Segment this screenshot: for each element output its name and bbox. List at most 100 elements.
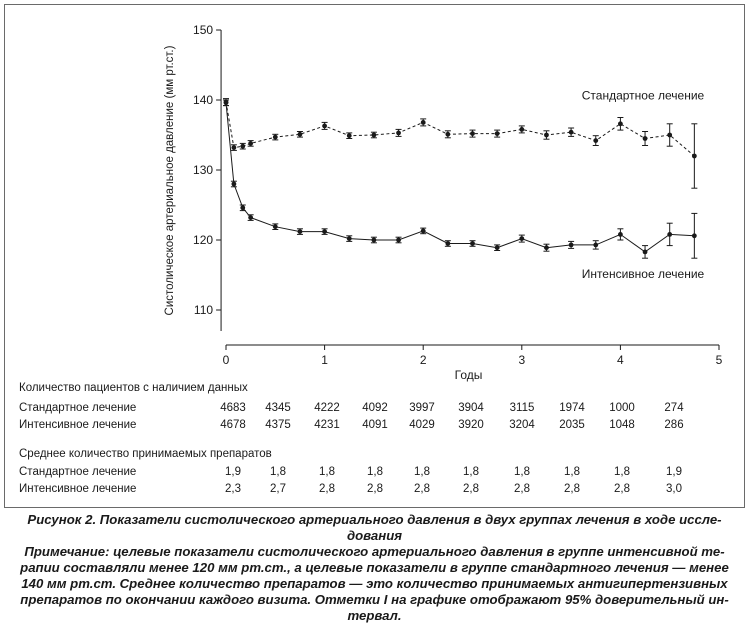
table-cell: 1,8 [319, 466, 335, 478]
x-tick-label: 5 [716, 353, 723, 367]
table-cell: 4683 [220, 402, 246, 414]
y-axis-label: Систолическое артериальное давление (мм … [164, 45, 176, 315]
table-cell: 3997 [409, 402, 435, 414]
y-tick-label: 120 [193, 233, 213, 247]
data-point [568, 129, 574, 135]
table-cell: 3204 [509, 419, 535, 431]
table-cell: 2,3 [225, 483, 241, 495]
data-point [618, 232, 623, 237]
table-cell: 1,8 [270, 466, 286, 478]
data-point [494, 245, 500, 251]
table-cell: 4091 [362, 419, 388, 431]
data-point [346, 133, 352, 139]
series-line-standard [225, 102, 695, 157]
table-cell: 286 [664, 419, 684, 431]
table-cell: 274 [664, 402, 684, 414]
bp-line-chart: 110 120 130 140 150 0 1 2 3 4 5 Годы Систолическое а… [164, 23, 723, 382]
table-cell: 1,8 [463, 466, 479, 478]
data-point [371, 237, 377, 243]
table-cell: 1,9 [225, 466, 241, 478]
data-point [322, 123, 327, 129]
y-tick-label: 140 [193, 93, 213, 107]
data-point [420, 120, 426, 125]
data-point [519, 236, 525, 242]
data-point [691, 153, 697, 159]
data-point [322, 229, 327, 235]
patients-row-standard-label: Стандартное лечение [19, 402, 137, 414]
data-point [272, 224, 278, 230]
data-point [248, 141, 254, 146]
table-cell: 1,9 [666, 466, 682, 478]
table-cell: 1,8 [367, 466, 383, 478]
data-point [231, 145, 237, 151]
table-cell: 4678 [220, 419, 246, 431]
table-cell: 2,7 [270, 483, 286, 495]
table-cell: 3920 [458, 419, 484, 431]
patients-header: Количество пациентов с наличием данных [19, 382, 248, 394]
x-tick-label: 1 [321, 353, 328, 367]
table-cell: 2,8 [463, 483, 479, 495]
data-point [667, 232, 673, 237]
table-cell: 1,8 [514, 466, 530, 478]
x-tick-label: 4 [617, 353, 624, 367]
figure-caption: Рисунок 2. Показатели систолического арт… [8, 512, 741, 624]
table-cell: 1,8 [414, 466, 430, 478]
data-point [494, 131, 500, 136]
data-point [396, 130, 401, 136]
table-cell: 4375 [265, 419, 291, 431]
table-cell: 2,8 [367, 483, 383, 495]
table-cell: 1048 [609, 419, 635, 431]
data-point [470, 241, 475, 246]
table-cell: 2035 [559, 419, 585, 431]
table-cell: 4092 [362, 402, 388, 414]
data-point [231, 181, 237, 187]
data-point [445, 131, 451, 137]
table-cell: 2,8 [564, 483, 580, 495]
data-point [667, 132, 673, 138]
x-tick-label: 2 [420, 353, 427, 367]
drugs-row-intensive-label: Интенсивное лечение [19, 483, 137, 495]
series-line-intensive [225, 102, 695, 253]
data-point [297, 131, 303, 137]
series-label-intensive: Интенсивное лечение [582, 267, 705, 281]
table-cell: 2,8 [414, 483, 430, 495]
data-point [691, 233, 697, 239]
data-point [544, 245, 549, 251]
caption-line: рапии составляли менее 120 мм рт.ст., а … [20, 560, 729, 575]
table-cell: 1000 [609, 402, 635, 414]
data-point [248, 215, 254, 221]
data-point [396, 237, 401, 243]
data-point [642, 249, 648, 255]
table-cell: 2,8 [614, 483, 630, 495]
caption-line: Рисунок 2. Показатели систолического арт… [27, 512, 722, 527]
table-cell: 2,8 [319, 483, 335, 495]
data-point [272, 134, 278, 140]
data-point [568, 242, 574, 248]
x-axis-label: Годы [455, 368, 483, 382]
data-point [240, 205, 246, 211]
patients-row-intensive-label: Интенсивное лечение [19, 419, 137, 431]
data-point [593, 242, 599, 248]
data-point [346, 236, 352, 242]
data-point [544, 132, 549, 138]
table-cell: 1974 [559, 402, 585, 414]
data-point [371, 132, 377, 138]
data-point [445, 241, 451, 246]
caption-line: тервал. [347, 608, 402, 623]
data-point [297, 229, 303, 235]
table-cell: 1,8 [614, 466, 630, 478]
y-tick-label: 110 [194, 303, 213, 317]
y-tick-label: 150 [193, 23, 213, 37]
data-point [223, 100, 229, 106]
table-cell: 2,8 [514, 483, 530, 495]
caption-line: Примечание: целевые показатели систоличе… [24, 544, 725, 559]
data-point [618, 121, 623, 127]
table-cell: 4029 [409, 419, 435, 431]
data-point [240, 143, 246, 149]
figure-frame: 110 120 130 140 150 0 1 2 3 4 5 Годы Систолическое а… [4, 4, 745, 508]
table-cell: 4345 [265, 402, 291, 414]
drugs-row-standard-label: Стандартное лечение [19, 466, 137, 478]
table-cell: 3,0 [666, 483, 682, 495]
series-label-standard: Стандартное лечение [582, 88, 705, 102]
caption-line: препаратов по окончании каждого визита. … [20, 592, 729, 607]
